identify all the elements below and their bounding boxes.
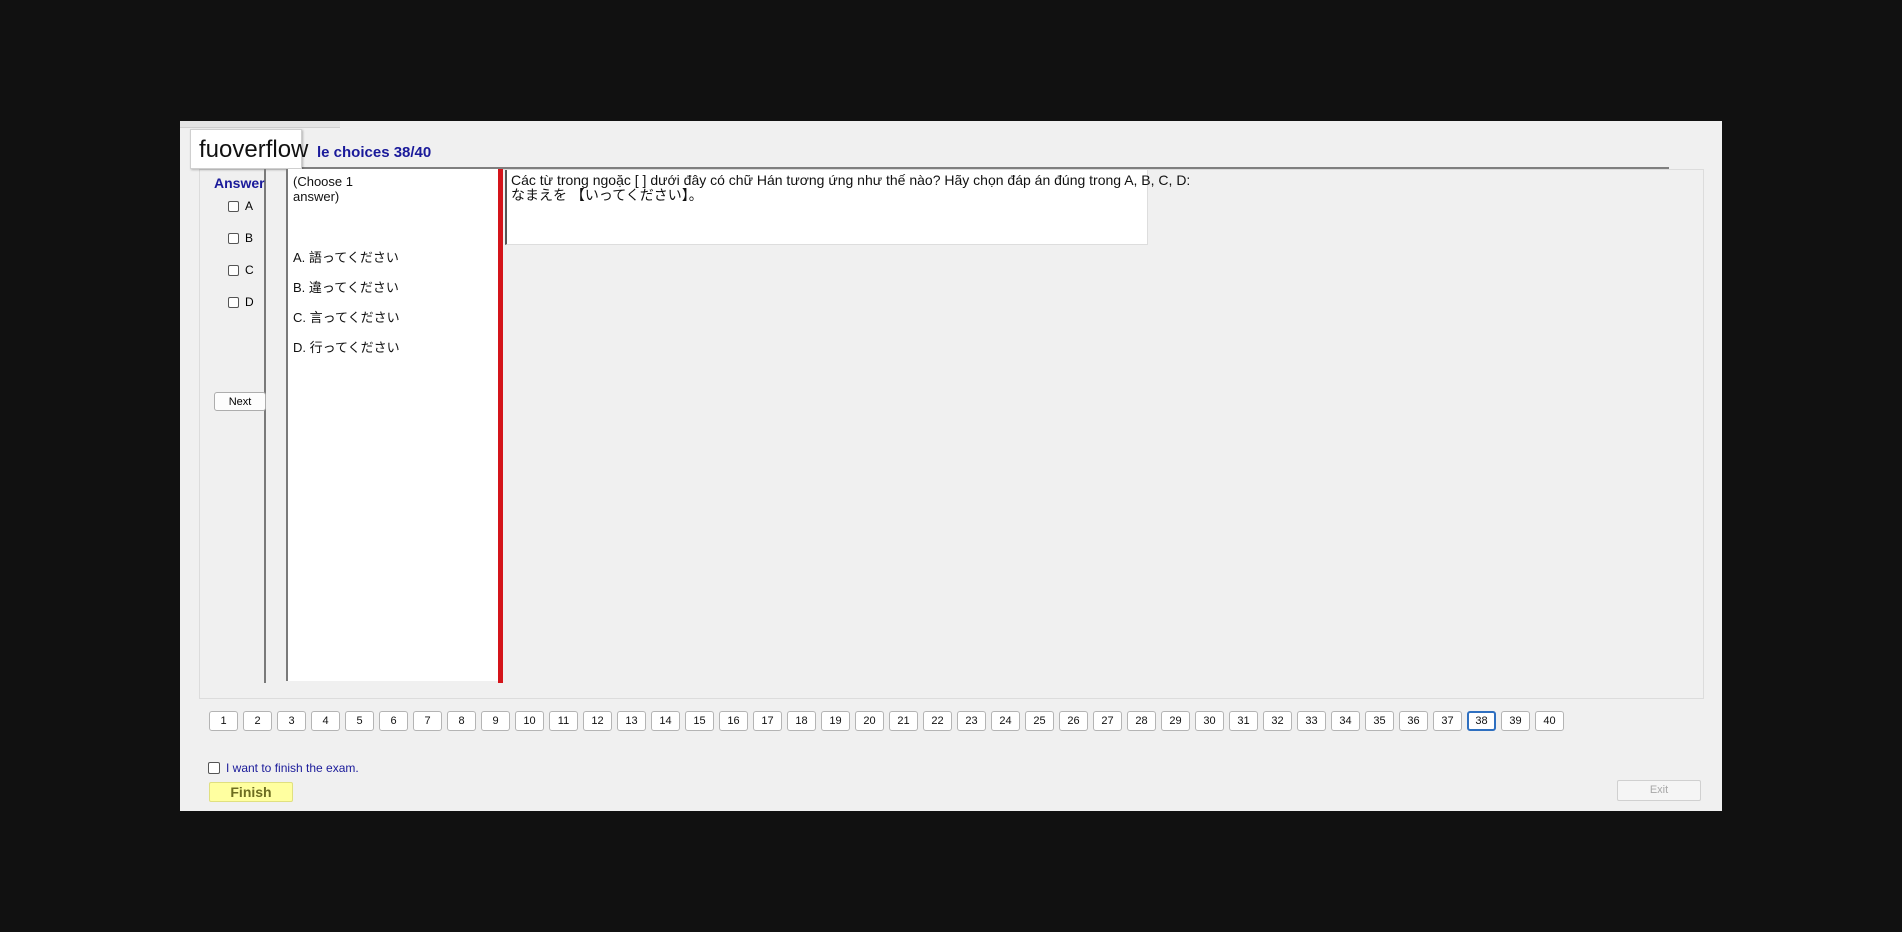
page-button-17[interactable]: 17 xyxy=(753,711,782,731)
answer-heading: Answer xyxy=(214,175,265,191)
page-button-16[interactable]: 16 xyxy=(719,711,748,731)
exam-window: le choices 38/40 fuoverflow Answer A B C… xyxy=(180,121,1722,811)
exit-button[interactable]: Exit xyxy=(1617,780,1701,801)
choice-b: B. 違ってください xyxy=(293,280,399,295)
watermark-logo: fuoverflow xyxy=(190,129,308,169)
page-button-15[interactable]: 15 xyxy=(685,711,714,731)
finish-checkbox-box[interactable] xyxy=(208,762,220,774)
page-button-6[interactable]: 6 xyxy=(379,711,408,731)
page-button-33[interactable]: 33 xyxy=(1297,711,1326,731)
page-button-38[interactable]: 38 xyxy=(1467,711,1496,731)
answer-option-label: A xyxy=(245,199,254,213)
choice-a: A. 語ってください xyxy=(293,250,399,265)
page-button-2[interactable]: 2 xyxy=(243,711,272,731)
top-tab-strip xyxy=(180,121,340,128)
page-button-10[interactable]: 10 xyxy=(515,711,544,731)
page-button-4[interactable]: 4 xyxy=(311,711,340,731)
panel-splitter[interactable] xyxy=(498,169,503,683)
answer-option-c[interactable]: C xyxy=(228,263,254,277)
page-button-39[interactable]: 39 xyxy=(1501,711,1530,731)
page-button-28[interactable]: 28 xyxy=(1127,711,1156,731)
finish-exam-checkbox[interactable]: I want to finish the exam. xyxy=(208,761,359,775)
checkbox-d[interactable] xyxy=(228,296,239,308)
answer-option-label: B xyxy=(245,231,254,245)
answer-option-a[interactable]: A xyxy=(228,199,253,213)
page-button-24[interactable]: 24 xyxy=(991,711,1020,731)
page-button-29[interactable]: 29 xyxy=(1161,711,1190,731)
section-title: le choices 38/40 xyxy=(317,144,432,161)
page-button-11[interactable]: 11 xyxy=(549,711,578,731)
page-button-31[interactable]: 31 xyxy=(1229,711,1258,731)
answer-option-b[interactable]: B xyxy=(228,231,253,245)
page-button-26[interactable]: 26 xyxy=(1059,711,1088,731)
answer-option-d[interactable]: D xyxy=(228,295,254,309)
next-button[interactable]: Next xyxy=(214,392,266,411)
page-button-35[interactable]: 35 xyxy=(1365,711,1394,731)
checkbox-b[interactable] xyxy=(228,232,239,244)
checkbox-c[interactable] xyxy=(228,264,239,276)
finish-checkbox-label: I want to finish the exam. xyxy=(226,761,359,775)
page-button-5[interactable]: 5 xyxy=(345,711,374,731)
page-button-20[interactable]: 20 xyxy=(855,711,884,731)
page-button-32[interactable]: 32 xyxy=(1263,711,1292,731)
checkbox-a[interactable] xyxy=(228,200,239,212)
page-button-27[interactable]: 27 xyxy=(1093,711,1122,731)
page-button-23[interactable]: 23 xyxy=(957,711,986,731)
page-button-37[interactable]: 37 xyxy=(1433,711,1462,731)
question-line-2: なまえを 【いってください】。 xyxy=(511,187,703,203)
choice-c: C. 言ってください xyxy=(293,310,400,325)
answer-option-label: C xyxy=(245,263,254,277)
page-button-22[interactable]: 22 xyxy=(923,711,952,731)
page-button-40[interactable]: 40 xyxy=(1535,711,1564,731)
page-button-34[interactable]: 34 xyxy=(1331,711,1360,731)
page-button-18[interactable]: 18 xyxy=(787,711,816,731)
answer-option-label: D xyxy=(245,295,254,309)
page-button-8[interactable]: 8 xyxy=(447,711,476,731)
page-button-30[interactable]: 30 xyxy=(1195,711,1224,731)
page-button-12[interactable]: 12 xyxy=(583,711,612,731)
question-pager: 1 2 3 4 5 6 7 8 9 10 11 12 13 14 15 16 17 18 19 20 21 22 23 24 2… xyxy=(209,711,1569,731)
page-button-14[interactable]: 14 xyxy=(651,711,680,731)
choice-d: D. 行ってください xyxy=(293,340,400,355)
page-button-21[interactable]: 21 xyxy=(889,711,918,731)
answer-panel: Answer A B C D Next xyxy=(202,169,266,683)
question-line-1: Các từ trong ngoặc [ ] dưới đây có chữ H… xyxy=(511,172,1191,188)
page-button-19[interactable]: 19 xyxy=(821,711,850,731)
title-divider xyxy=(202,167,1669,169)
page-button-9[interactable]: 9 xyxy=(481,711,510,731)
choices-panel: (Choose 1 answer) A. 語ってください B. 違ってください … xyxy=(286,169,502,681)
page-button-7[interactable]: 7 xyxy=(413,711,442,731)
question-text: Các từ trong ngoặc [ ] dưới đây có chữ H… xyxy=(511,173,1190,203)
choose-instruction: (Choose 1 answer) xyxy=(293,174,353,204)
page-button-36[interactable]: 36 xyxy=(1399,711,1428,731)
content-frame xyxy=(199,169,1704,699)
page-button-1[interactable]: 1 xyxy=(209,711,238,731)
finish-button[interactable]: Finish xyxy=(209,782,293,802)
page-button-3[interactable]: 3 xyxy=(277,711,306,731)
page-button-13[interactable]: 13 xyxy=(617,711,646,731)
page-button-25[interactable]: 25 xyxy=(1025,711,1054,731)
question-box: Các từ trong ngoặc [ ] dưới đây có chữ H… xyxy=(505,170,1190,245)
